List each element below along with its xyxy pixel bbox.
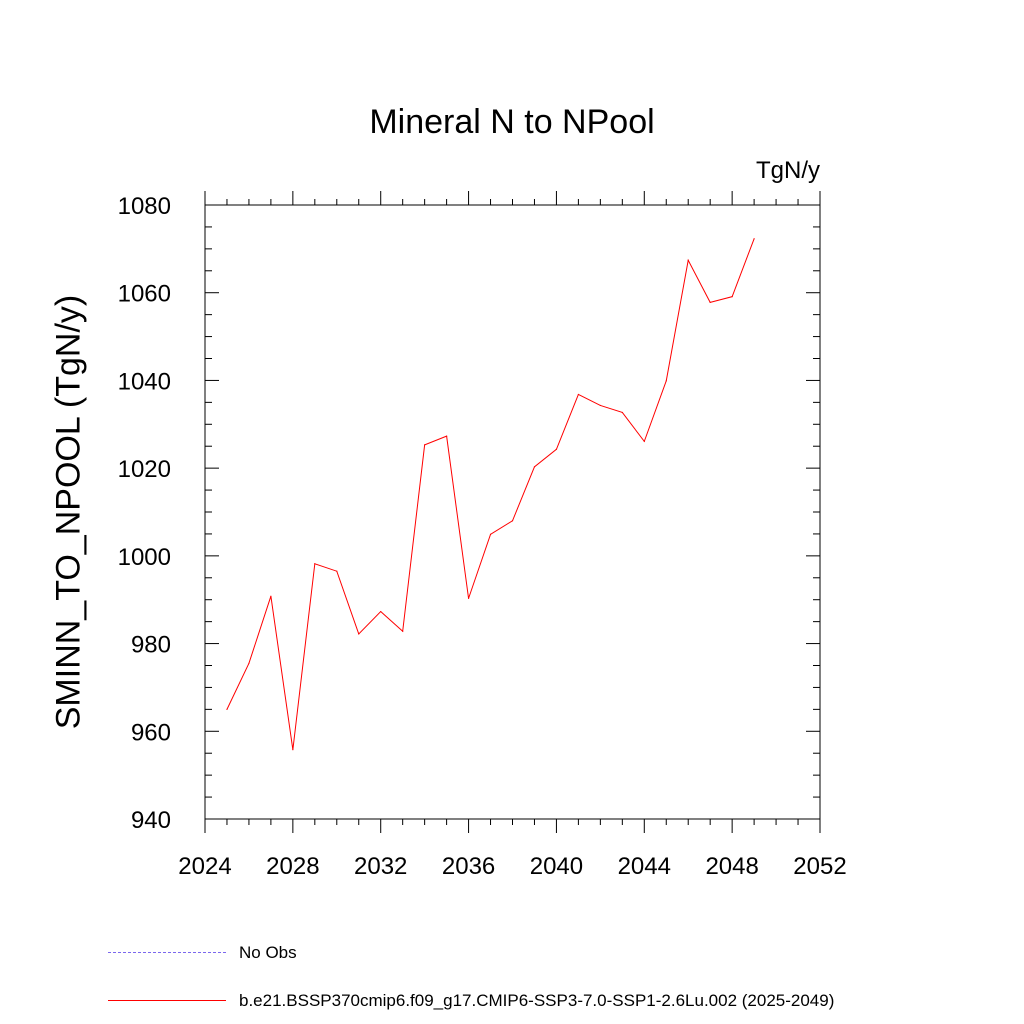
y-tick-label: 1040	[118, 368, 171, 395]
data-point	[358, 633, 360, 635]
series-layer	[226, 238, 755, 751]
data-point	[555, 448, 558, 450]
data-point	[336, 570, 338, 572]
data-point	[577, 393, 579, 396]
legend-label-model-run: b.e21.BSSP370cmip6.f09_g17.CMIP6-SSP3-7.…	[239, 991, 835, 1010]
data-point	[270, 595, 272, 597]
y-tick-label: 940	[131, 807, 171, 834]
legend-swatch-model-run	[108, 1000, 226, 1001]
y-tick-label: 1020	[118, 456, 171, 483]
x-tick-label: 2024	[178, 853, 231, 880]
x-tick-label: 2040	[530, 853, 583, 880]
plot-frame	[204, 204, 821, 820]
series-line	[226, 238, 755, 750]
y-tick-label: 980	[131, 632, 171, 659]
x-tick-label: 2032	[354, 853, 407, 880]
y-tick-label: 1060	[118, 281, 171, 308]
y-tick-label: 1080	[118, 193, 171, 220]
x-tick-label: 2028	[266, 853, 319, 880]
legend-label-no-obs: No Obs	[239, 943, 297, 962]
data-point	[467, 597, 470, 599]
data-point	[687, 259, 689, 261]
data-point	[489, 533, 492, 535]
data-point	[380, 610, 382, 613]
y-tick-label: 960	[131, 719, 171, 746]
x-tick-label: 2036	[442, 853, 495, 880]
x-tick-label: 2052	[793, 853, 846, 880]
data-point	[665, 380, 667, 382]
data-point	[599, 404, 601, 407]
legend-swatch-no-obs	[108, 952, 226, 953]
x-tick-label: 2048	[705, 853, 758, 880]
data-point	[424, 444, 426, 446]
data-point	[511, 520, 514, 522]
chart-title: Mineral N to NPool	[369, 103, 655, 141]
data-point	[753, 238, 755, 240]
legend: No Obs b.e21.BSSP370cmip6.f09_g17.CMIP6-…	[0, 930, 1024, 1020]
data-point	[643, 440, 645, 442]
x-tick-label: 2044	[618, 853, 671, 880]
data-point	[292, 749, 294, 751]
data-point	[314, 563, 316, 565]
data-point	[709, 301, 711, 303]
data-point	[621, 411, 623, 414]
y-tick-label: 1000	[118, 544, 171, 571]
data-point	[248, 662, 250, 664]
data-point	[402, 630, 404, 632]
data-point	[226, 708, 228, 710]
data-point	[533, 466, 536, 468]
axes: 2024 2028 2032 2036 2040 2044 2048 2052 940 960 98…	[118, 191, 847, 880]
data-point	[446, 435, 448, 437]
data-point	[731, 296, 733, 298]
units-label: TgN/y	[755, 157, 820, 184]
